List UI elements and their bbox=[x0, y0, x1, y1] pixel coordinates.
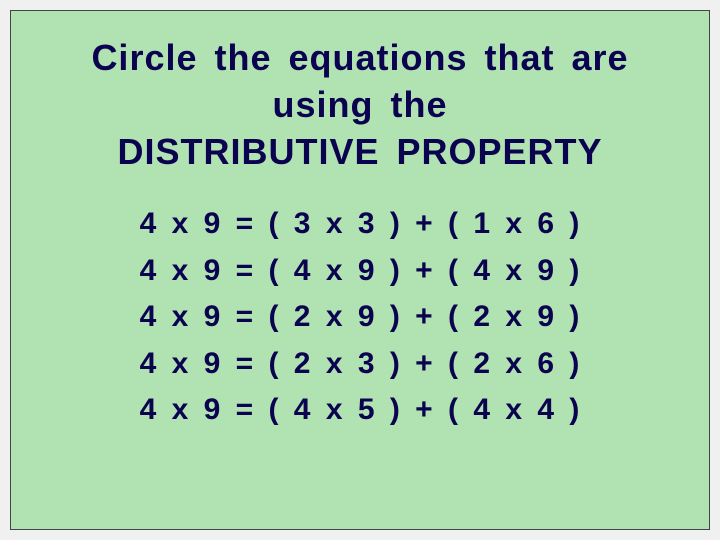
worksheet-card: Circle the equations that are using the … bbox=[10, 10, 710, 530]
instruction-heading: Circle the equations that are using the … bbox=[51, 35, 669, 175]
heading-line-2: using the bbox=[273, 84, 448, 125]
equation-list: 4 x 9 = ( 3 x 3 ) + ( 1 x 6 ) 4 x 9 = ( … bbox=[51, 201, 669, 434]
equation-item: 4 x 9 = ( 4 x 5 ) + ( 4 x 4 ) bbox=[51, 387, 669, 434]
equation-item: 4 x 9 = ( 2 x 3 ) + ( 2 x 6 ) bbox=[51, 341, 669, 388]
equation-item: 4 x 9 = ( 2 x 9 ) + ( 2 x 9 ) bbox=[51, 294, 669, 341]
equation-item: 4 x 9 = ( 4 x 9 ) + ( 4 x 9 ) bbox=[51, 248, 669, 295]
heading-line-1: Circle the equations that are bbox=[91, 37, 628, 78]
heading-line-3: DISTRIBUTIVE PROPERTY bbox=[117, 131, 602, 172]
equation-item: 4 x 9 = ( 3 x 3 ) + ( 1 x 6 ) bbox=[51, 201, 669, 248]
